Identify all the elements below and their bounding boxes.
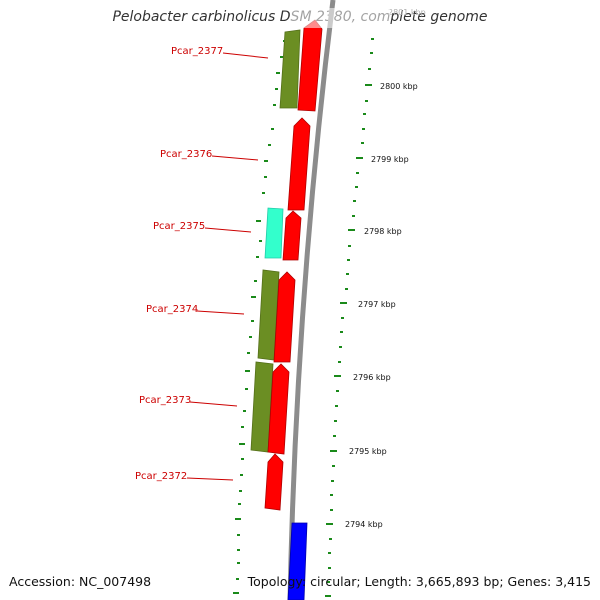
gene-pcar-2374-reverse[interactable] — [257, 269, 280, 361]
gene-label-pcar-2375[interactable]: Pcar_2375 — [153, 221, 205, 232]
scale-label-2798: 2798 kbp — [364, 227, 402, 236]
scale-label-2801: 2801 kbp — [388, 8, 426, 17]
scale-labels: 2801 kbp 2800 kbp 2799 kbp 2798 kbp 2797… — [345, 8, 426, 529]
accession-text: Accession: NC_007498 — [9, 574, 152, 589]
gene-labels: Pcar_2377 Pcar_2376 Pcar_2375 Pcar_2374 … — [135, 46, 223, 482]
gene-pcar-2373-reverse[interactable] — [250, 361, 274, 453]
gene-label-pcar-2376[interactable]: Pcar_2376 — [160, 149, 212, 160]
gene-pcar-2377-forward[interactable] — [297, 19, 323, 112]
gene-pcar-2376-forward[interactable] — [287, 117, 311, 211]
inner-tick-track — [233, 40, 286, 594]
forward-strand-genes — [264, 19, 323, 511]
reverse-strand-genes — [250, 29, 301, 453]
gene-pcar-2375-forward[interactable] — [282, 210, 302, 261]
gene-pcar-2373-forward[interactable] — [267, 363, 290, 455]
scale-label-2794: 2794 kbp — [345, 520, 383, 529]
gene-blue-bottom[interactable] — [287, 522, 308, 600]
gene-pcar-2374-forward[interactable] — [273, 271, 296, 363]
gene-pcar-2372-forward[interactable] — [264, 453, 284, 511]
scale-label-2797: 2797 kbp — [358, 300, 396, 309]
gene-pcar-2375-rna[interactable] — [264, 207, 284, 259]
scale-label-2799: 2799 kbp — [371, 155, 409, 164]
genome-backbone — [287, 0, 336, 600]
gene-label-pcar-2372[interactable]: Pcar_2372 — [135, 471, 187, 482]
scale-label-2795: 2795 kbp — [349, 447, 387, 456]
gene-label-leaders — [186, 52, 269, 481]
gene-label-pcar-2374[interactable]: Pcar_2374 — [146, 304, 198, 315]
scale-label-2800: 2800 kbp — [380, 82, 418, 91]
scale-label-2796: 2796 kbp — [353, 373, 391, 382]
gene-pcar-2377-reverse[interactable] — [279, 29, 301, 109]
title-backdrop — [290, 8, 390, 28]
gene-label-pcar-2373[interactable]: Pcar_2373 — [139, 395, 191, 406]
gene-label-pcar-2377[interactable]: Pcar_2377 — [171, 46, 223, 57]
topology-text: Topology: circular; Length: 3,665,893 bp… — [247, 574, 591, 589]
outer-tick-track — [325, 38, 374, 597]
